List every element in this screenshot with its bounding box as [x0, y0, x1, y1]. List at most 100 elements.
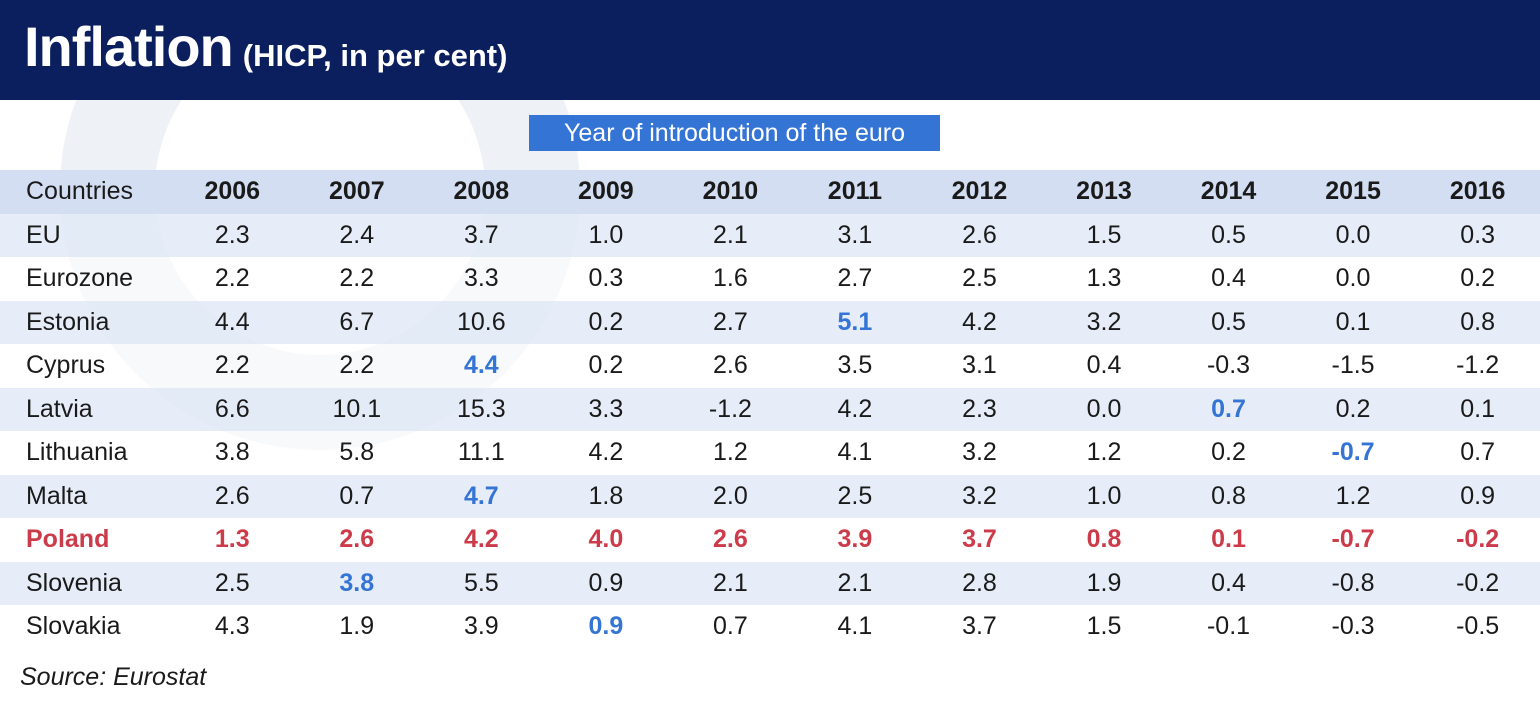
title-main: Inflation	[24, 15, 234, 78]
value-cell: 0.7	[294, 474, 420, 518]
value-cell: -0.3	[1166, 344, 1291, 388]
column-header-2011: 2011	[792, 170, 918, 214]
value-cell: 3.1	[792, 213, 918, 257]
value-cell: 6.6	[170, 387, 295, 431]
value-cell: 0.2	[1415, 257, 1540, 301]
value-cell: -1.2	[668, 387, 793, 431]
value-cell: 1.0	[543, 213, 669, 257]
table-row: Estonia 4.4 6.7 10.6 0.2 2.7 5.1 4.2 3.2 0.5 0.1 0.…	[0, 300, 1540, 344]
country-name: Slovenia	[0, 561, 170, 605]
value-cell: 0.4	[1166, 257, 1291, 301]
value-cell: 2.2	[294, 344, 420, 388]
country-name: EU	[0, 213, 170, 257]
value-cell: 0.7	[668, 605, 793, 649]
value-cell: 4.2	[419, 518, 544, 562]
value-cell: 3.3	[419, 257, 544, 301]
table-row: Slovakia 4.3 1.9 3.9 0.9 0.7 4.1 3.7 1.5 -0.1 -0.3…	[0, 605, 1540, 649]
value-cell: 4.2	[543, 431, 669, 475]
legend-euro-introduction: Year of introduction of the euro	[529, 115, 940, 151]
value-cell: 0.0	[1290, 257, 1416, 301]
value-cell: 15.3	[419, 387, 544, 431]
value-cell: 2.6	[668, 518, 793, 562]
value-cell: 2.5	[170, 561, 295, 605]
value-cell: 1.5	[1041, 213, 1167, 257]
value-cell: 3.2	[1041, 300, 1167, 344]
value-cell: 0.0	[1290, 213, 1416, 257]
value-cell: 0.3	[1415, 213, 1540, 257]
value-cell: 2.1	[668, 213, 793, 257]
value-cell: 10.6	[419, 300, 544, 344]
column-header-2010: 2010	[668, 170, 793, 214]
value-cell: 4.1	[792, 605, 918, 649]
column-header-2006: 2006	[170, 170, 295, 214]
value-cell: 0.2	[543, 344, 669, 388]
title-subtitle: (HICP, in per cent)	[242, 38, 508, 73]
table-row: Eurozone 2.2 2.2 3.3 0.3 1.6 2.7 2.5 1.3 0.4 0.0 0.…	[0, 257, 1540, 301]
value-cell: 2.3	[170, 213, 295, 257]
table-row: Cyprus 2.2 2.2 4.4 0.2 2.6 3.5 3.1 0.4 -0.3 -1.5 -1…	[0, 344, 1540, 388]
value-cell: 0.2	[1166, 431, 1291, 475]
value-cell: 1.8	[543, 474, 669, 518]
country-name: Eurozone	[0, 257, 170, 301]
value-cell: 3.2	[917, 474, 1042, 518]
value-cell: 0.1	[1290, 300, 1416, 344]
column-header-2012: 2012	[917, 170, 1042, 214]
value-cell: 0.1	[1415, 387, 1540, 431]
value-cell: 1.9	[1041, 561, 1167, 605]
value-cell: 4.0	[543, 518, 669, 562]
value-cell: -0.1	[1166, 605, 1291, 649]
value-cell: 0.1	[1166, 518, 1291, 562]
source-note: Source: Eurostat	[20, 663, 207, 691]
value-cell: 3.3	[543, 387, 669, 431]
column-header-countries: Countries	[0, 170, 170, 214]
value-cell-euro-year: 4.7	[419, 474, 544, 518]
value-cell: 2.4	[294, 213, 420, 257]
column-header-2016: 2016	[1415, 170, 1540, 214]
value-cell: 0.8	[1041, 518, 1167, 562]
value-cell: 10.1	[294, 387, 420, 431]
value-cell: 4.3	[170, 605, 295, 649]
value-cell: 0.2	[543, 300, 669, 344]
value-cell-euro-year: 0.7	[1166, 387, 1291, 431]
value-cell: 3.7	[917, 605, 1042, 649]
value-cell: 2.6	[917, 213, 1042, 257]
value-cell: 1.2	[668, 431, 793, 475]
table-header-row: Countries 2006 2007 2008 2009 2010 2011 2012 20…	[0, 170, 1540, 214]
value-cell: 2.2	[170, 257, 295, 301]
value-cell: 2.5	[792, 474, 918, 518]
value-cell: 0.9	[543, 561, 669, 605]
value-cell: 0.4	[1041, 344, 1167, 388]
value-cell: 0.9	[1415, 474, 1540, 518]
value-cell: 0.7	[1415, 431, 1540, 475]
value-cell: 3.8	[170, 431, 295, 475]
value-cell: 3.9	[792, 518, 918, 562]
value-cell: 2.1	[668, 561, 793, 605]
value-cell: 6.7	[294, 300, 420, 344]
value-cell: 0.0	[1041, 387, 1167, 431]
value-cell: 2.7	[792, 257, 918, 301]
value-cell: 0.4	[1166, 561, 1291, 605]
value-cell-euro-year: 4.4	[419, 344, 544, 388]
value-cell: 3.2	[917, 431, 1042, 475]
value-cell: 1.6	[668, 257, 793, 301]
value-cell: 1.3	[170, 518, 295, 562]
value-cell: 2.2	[170, 344, 295, 388]
value-cell: 1.2	[1290, 474, 1416, 518]
value-cell: 0.5	[1166, 213, 1291, 257]
value-cell: -1.2	[1415, 344, 1540, 388]
table-row: Poland 1.3 2.6 4.2 4.0 2.6 3.9 3.7 0.8 0.1 -0.7 -0.…	[0, 518, 1540, 562]
table-body: EU 2.3 2.4 3.7 1.0 2.1 3.1 2.6 1.5 0.5 0.0 0.3 Euroz…	[0, 213, 1540, 649]
chart-title: Inflation (HICP, in per cent)	[24, 14, 507, 79]
value-cell: 3.5	[792, 344, 918, 388]
value-cell: 5.5	[419, 561, 544, 605]
value-cell: 2.7	[668, 300, 793, 344]
value-cell-euro-year: 0.9	[543, 605, 669, 649]
value-cell: 3.1	[917, 344, 1042, 388]
value-cell-euro-year: 3.8	[294, 561, 420, 605]
value-cell: 0.8	[1415, 300, 1540, 344]
value-cell: 3.9	[419, 605, 544, 649]
value-cell: 2.1	[792, 561, 918, 605]
table-row: Malta 2.6 0.7 4.7 1.8 2.0 2.5 3.2 1.0 0.8 1.2 0.9	[0, 474, 1540, 518]
country-name: Estonia	[0, 300, 170, 344]
value-cell: -0.8	[1290, 561, 1416, 605]
